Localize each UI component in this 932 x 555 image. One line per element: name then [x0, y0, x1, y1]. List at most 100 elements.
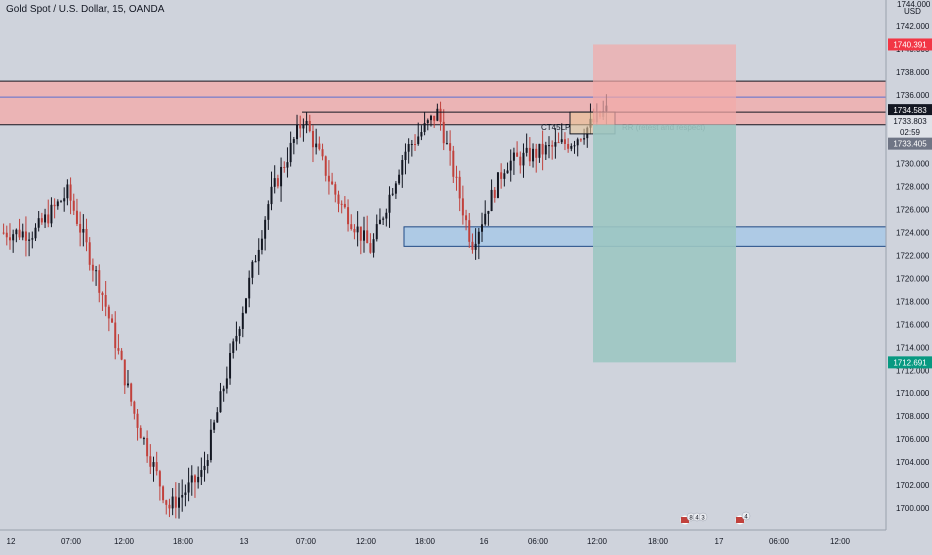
candle-body [573, 145, 576, 147]
candle-body [21, 231, 24, 238]
candle-body [213, 422, 216, 430]
candle-body [378, 219, 381, 225]
candle-body [363, 230, 366, 241]
entry-badge: 1733.405 [893, 140, 927, 149]
countdown-badge-bg [888, 126, 932, 139]
candle-body [225, 378, 228, 389]
candle-body [200, 470, 203, 477]
event-count-bubble-2 [741, 511, 751, 521]
price-tick-label: 1730.000 [896, 160, 930, 169]
candle-body [544, 145, 547, 155]
candle-body [369, 243, 372, 253]
take-profit-badge: 1712.691 [893, 358, 927, 367]
chart-title: Gold Spot / U.S. Dollar, 15, OANDA [6, 4, 165, 15]
candle-body [490, 189, 493, 212]
candle-body [146, 438, 149, 457]
candle-body [299, 124, 302, 129]
candle-body [155, 462, 158, 472]
candle-body [579, 139, 582, 141]
candle-body [305, 120, 308, 125]
candle-body [334, 184, 337, 195]
candle-body [152, 462, 155, 467]
price-tick-label: 1726.000 [896, 206, 930, 215]
candle-body [66, 184, 69, 199]
candle-body [522, 152, 525, 166]
candle-body [53, 204, 56, 207]
event-count-label: 3 [701, 516, 705, 522]
candle-body [181, 494, 184, 498]
time-tick-label: 18:00 [648, 537, 669, 546]
candle-body [187, 482, 190, 493]
candle-body [136, 413, 139, 428]
candle-body [107, 306, 110, 319]
price-tick-label: 1720.000 [896, 274, 930, 283]
candle-body [24, 231, 27, 241]
candle-body [315, 143, 318, 148]
candle-body [149, 456, 152, 467]
candle-body [15, 229, 18, 235]
candle-body [455, 176, 458, 178]
take-profit-zone [593, 124, 736, 363]
price-tick-label: 1700.000 [896, 504, 930, 513]
event-flag-stripes-2 [736, 517, 744, 523]
candle-body [244, 298, 247, 313]
candle-body [570, 145, 573, 149]
candle-body [496, 172, 499, 198]
candle-body [359, 226, 362, 241]
candle-body [468, 220, 471, 242]
candle-body [270, 186, 273, 205]
candle-body [174, 496, 177, 508]
candle-body [206, 460, 209, 466]
candle-body [56, 201, 59, 207]
candle-body [178, 497, 181, 508]
candle-body [123, 359, 126, 386]
candle-body [452, 150, 455, 177]
candle-body [535, 148, 538, 158]
candle-body [487, 211, 490, 214]
candle-body [229, 353, 232, 379]
candle-body [426, 120, 429, 124]
time-tick-label: 16 [480, 537, 489, 546]
price-tick-label: 1704.000 [896, 458, 930, 467]
event-count-bubble [698, 512, 708, 522]
candle-body [40, 218, 43, 223]
candle-body [321, 149, 324, 157]
candle-body [219, 391, 222, 413]
stop-loss-zone [593, 44, 736, 125]
entry-box-label: CT45LP [541, 123, 570, 132]
price-tick-label: 1714.000 [896, 343, 930, 352]
candle-body [442, 121, 445, 144]
candle-body [2, 232, 5, 234]
candle-body [576, 139, 579, 146]
candle-body [209, 429, 212, 461]
candle-body [583, 138, 586, 140]
candle-body [404, 151, 407, 161]
candle-body [417, 136, 420, 145]
candle-body [82, 228, 85, 233]
candle-body [257, 249, 260, 262]
candle-body [324, 156, 327, 176]
time-tick-label: 07:00 [296, 537, 317, 546]
candle-body [449, 143, 452, 151]
candle-body [72, 200, 75, 211]
candle-body [519, 156, 522, 166]
candle-body [241, 312, 244, 329]
bid-badge-bg [888, 115, 932, 128]
candle-body [538, 143, 541, 158]
candle-body [516, 152, 519, 157]
time-tick-label: 12:00 [587, 537, 608, 546]
candle-body [44, 214, 47, 223]
candle-body [248, 277, 251, 299]
time-tick-label: 18:00 [415, 537, 436, 546]
event-count-label: 4 [695, 516, 699, 522]
price-axis-bg [886, 0, 932, 550]
candle-body [28, 239, 31, 241]
candle-body [477, 231, 480, 244]
candle-body [88, 242, 91, 265]
candle-body [190, 475, 193, 483]
badges-layer: 1740.391 1734.583 1733.803 02:59 1733.405 171… [888, 38, 932, 369]
candle-body [31, 238, 34, 240]
